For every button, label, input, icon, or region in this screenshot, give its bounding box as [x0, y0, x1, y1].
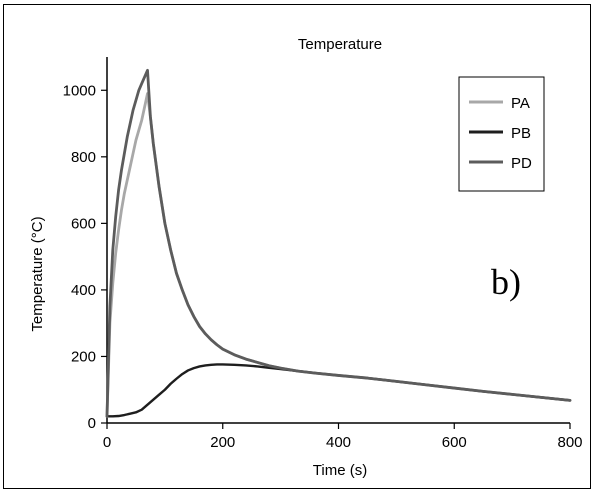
x-tick-label: 800	[557, 434, 582, 451]
panel-label: b)	[491, 262, 521, 302]
x-tick-label: 400	[326, 434, 351, 451]
legend-items: PA PB PD	[469, 95, 532, 172]
x-tick-label: 200	[210, 434, 235, 451]
legend-label-pa: PA	[511, 95, 530, 112]
y-tick-label: 1000	[63, 82, 96, 99]
x-tick-label: 0	[103, 434, 111, 451]
series-line-pd	[105, 68, 572, 418]
legend-label-pd: PD	[511, 155, 532, 172]
legend-box	[458, 76, 545, 192]
series-layer	[105, 68, 572, 418]
y-axis-ticks: 0 200 400 600 800 1000	[63, 82, 107, 432]
y-tick-label: 200	[71, 348, 96, 365]
x-tick-label: 600	[442, 434, 467, 451]
series-line-pb	[105, 363, 572, 418]
figure-border	[3, 4, 591, 489]
chart-title: Temperature	[298, 36, 382, 53]
legend-label-pb: PB	[511, 125, 531, 142]
y-tick-label: 0	[88, 415, 96, 432]
y-axis-label: Temperature (°C)	[29, 216, 46, 331]
legend: PA PB PD	[458, 76, 545, 192]
y-tick-label: 800	[71, 149, 96, 166]
y-tick-label: 600	[71, 215, 96, 232]
plot-area: 0 200 400 600 800 0 200 400 600 800 1000	[63, 57, 583, 451]
x-axis-ticks: 0 200 400 600 800	[103, 423, 583, 451]
x-axis-label: Time (s)	[313, 462, 367, 479]
y-tick-label: 400	[71, 282, 96, 299]
